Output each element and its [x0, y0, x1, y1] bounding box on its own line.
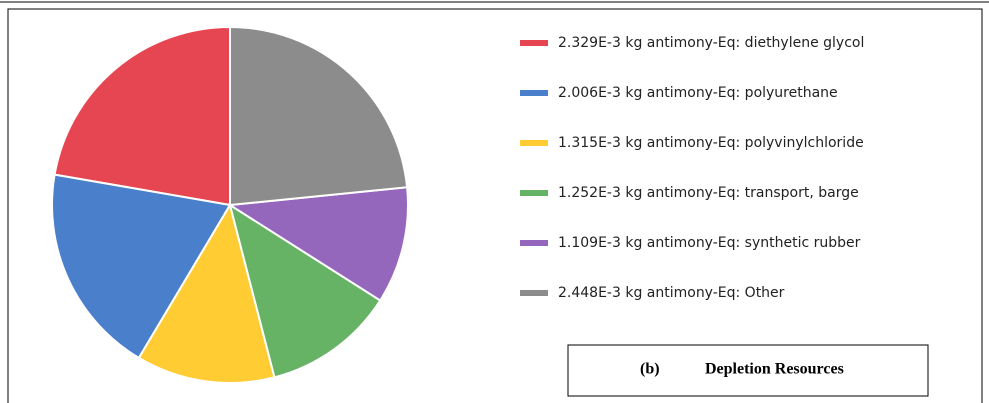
- legend-label: 2.448E-3 kg antimony-Eq: Other: [558, 285, 785, 301]
- legend-label: 1.315E-3 kg antimony-Eq: polyvinylchlori…: [558, 135, 864, 151]
- caption-text: Depletion Resources: [705, 361, 844, 378]
- legend-swatch: [520, 240, 548, 246]
- pie-slice: [228, 202, 382, 379]
- pie-slice: [229, 25, 409, 207]
- legend-label: 1.109E-3 kg antimony-Eq: synthetic rubbe…: [558, 235, 861, 251]
- legend-swatch: [520, 290, 548, 296]
- legend-swatch: [520, 140, 548, 146]
- legend-swatch: [520, 40, 548, 46]
- caption-label: (b): [640, 361, 660, 378]
- legend-label: 1.252E-3 kg antimony-Eq: transport, barg…: [558, 185, 859, 201]
- legend-swatch: [520, 90, 548, 96]
- pie-slice: [51, 173, 232, 360]
- legend-swatch: [520, 190, 548, 196]
- pie-slice: [53, 25, 231, 207]
- legend-label: 2.329E-3 kg antimony-Eq: diethylene glyc…: [558, 35, 864, 51]
- legend-label: 2.006E-3 kg antimony-Eq: polyurethane: [558, 85, 838, 101]
- frame: [7, 8, 983, 403]
- pie-slice: [227, 186, 409, 302]
- caption-box: [567, 344, 929, 397]
